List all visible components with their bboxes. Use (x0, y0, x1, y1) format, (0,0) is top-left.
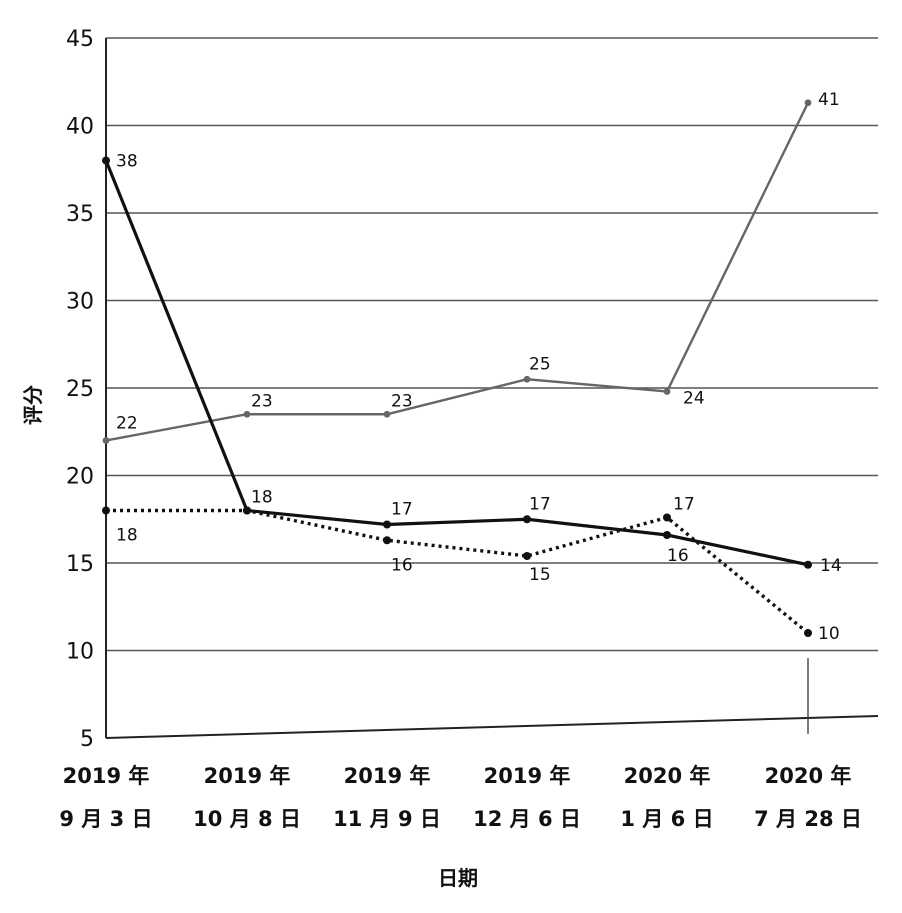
point-dotted-black-1 (243, 506, 251, 515)
point-solid-black-3 (523, 515, 531, 524)
x-tick-year-5: 2020 年 (765, 764, 852, 788)
point-solid-black-5 (804, 560, 812, 569)
y-tick-40: 40 (66, 115, 94, 140)
x-tick-date-2: 11 月 9 日 (333, 807, 441, 831)
data-label-dotted-black-0: 18 (116, 526, 138, 546)
y-tick-30: 30 (66, 290, 94, 315)
data-label-solid-black-5: 14 (820, 556, 842, 576)
series-line-solid-black (104, 159, 809, 567)
y-tick-45: 45 (66, 27, 94, 52)
x-tick-year-0: 2019 年 (63, 764, 150, 788)
y-axis-title: 评分 (21, 385, 45, 425)
point-dotted-black-3 (523, 552, 531, 560)
x-tick-date-0: 9 月 3 日 (59, 807, 152, 831)
x-tick-year-1: 2019 年 (204, 764, 291, 788)
data-label-solid-gray-4: 24 (683, 389, 705, 409)
y-tick-35: 35 (66, 202, 94, 227)
data-label-solid-gray-1: 23 (251, 391, 273, 411)
data-label-solid-gray-0: 22 (116, 414, 138, 434)
point-solid-gray-2 (383, 410, 391, 418)
data-label-solid-black-1: 18 (251, 488, 273, 508)
x-tick-year-3: 2019 年 (484, 764, 571, 788)
y-tick-5: 5 (80, 727, 94, 752)
data-labels: 22 23 23 25 24 41 38 18 17 17 16 14 18 16 15 17 10 (116, 90, 842, 644)
x-tick-year-2: 2019 年 (344, 764, 431, 788)
series-line-dotted-black (106, 508, 810, 635)
point-dotted-black-5 (804, 629, 812, 637)
point-solid-gray-5 (804, 99, 812, 107)
x-tick-labels: 2019 年 9 月 3 日 2019 年 10 月 8 日 2019 年 11 月 9 … (59, 764, 861, 831)
grid-lines (106, 37, 878, 652)
point-dotted-black-4 (663, 513, 671, 522)
x-tick-date-4: 1 月 6 日 (620, 807, 713, 831)
x-axis-line (105, 715, 879, 739)
y-tick-20: 20 (66, 465, 94, 490)
x-tick-year-4: 2020 年 (624, 764, 711, 788)
axes (105, 38, 879, 739)
data-label-solid-black-2: 17 (391, 500, 413, 520)
data-label-solid-gray-2: 23 (391, 391, 413, 411)
data-label-solid-gray-3: 25 (529, 354, 551, 374)
point-solid-black-4 (663, 531, 671, 539)
data-label-dotted-black-4: 17 (673, 495, 695, 515)
point-solid-gray-1 (243, 410, 251, 418)
data-label-solid-black-0: 38 (116, 152, 138, 172)
point-solid-gray-0 (102, 437, 110, 444)
data-label-solid-gray-5: 41 (818, 90, 840, 110)
point-dotted-black-0 (102, 506, 110, 515)
point-solid-black-0 (102, 156, 110, 165)
x-axis-title: 日期 (438, 866, 478, 890)
data-label-solid-black-3: 17 (529, 494, 551, 514)
data-label-dotted-black-3: 15 (529, 565, 551, 585)
series-line-solid-gray (105, 102, 810, 442)
point-solid-gray-4 (663, 388, 671, 395)
x-tick-date-3: 12 月 6 日 (473, 807, 581, 831)
y-tick-labels: 5 10 15 20 25 30 35 40 45 (66, 27, 94, 752)
data-label-dotted-black-5: 10 (818, 624, 840, 644)
series-lines (102, 99, 812, 637)
point-solid-black-2 (383, 520, 391, 529)
y-tick-25: 25 (66, 377, 94, 402)
x-tick-date-1: 10 月 8 日 (193, 807, 301, 831)
y-tick-10: 10 (66, 640, 94, 665)
point-dotted-black-2 (383, 536, 391, 545)
y-tick-15: 15 (66, 552, 94, 577)
data-label-solid-black-4: 16 (667, 546, 689, 566)
point-solid-gray-3 (523, 375, 531, 383)
data-label-dotted-black-2: 16 (391, 555, 413, 575)
x-tick-date-5: 7 月 28 日 (754, 807, 862, 831)
